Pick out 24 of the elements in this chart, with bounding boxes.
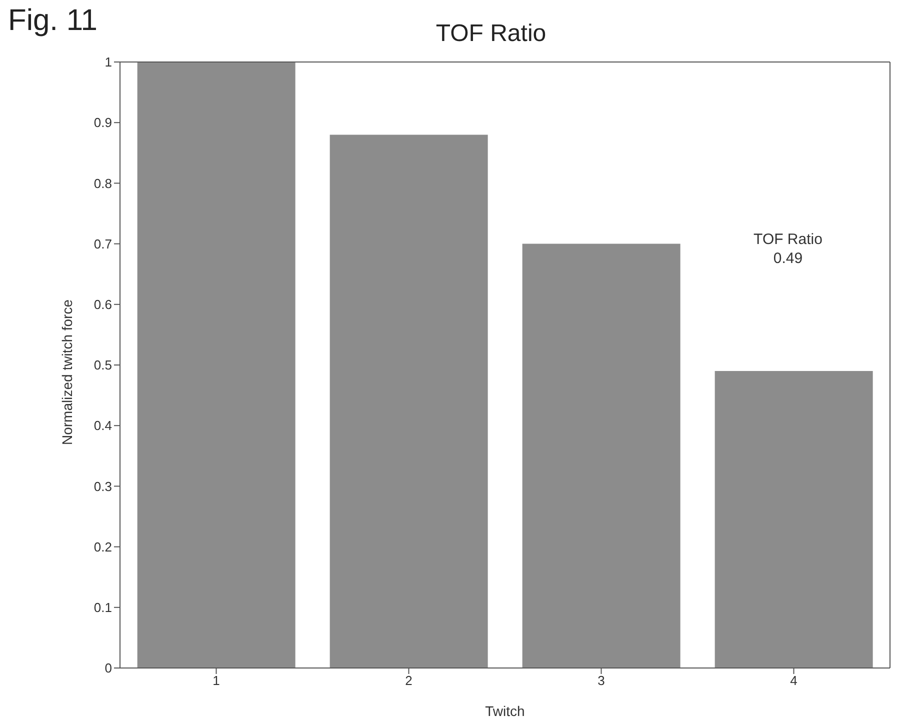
x-tick-label: 1 <box>212 673 220 688</box>
y-tick-label: 1 <box>104 54 112 70</box>
y-tick-label: 0.5 <box>94 358 112 373</box>
y-tick-label: 0 <box>104 660 112 676</box>
y-tick-label: 0.7 <box>94 236 112 252</box>
y-tick-label: 0.3 <box>94 478 112 494</box>
y-tick-label: 0.1 <box>94 600 112 616</box>
y-tick-label: 0.9 <box>94 115 112 130</box>
bar <box>137 62 296 668</box>
chart-title: TOF Ratio <box>436 20 546 47</box>
y-tick-label: 0.6 <box>94 297 112 312</box>
x-axis-title: Twitch <box>485 703 525 719</box>
annotation: TOF Ratio 0.49 <box>752 230 824 268</box>
caption: Fig. 11 <box>8 4 98 38</box>
bar <box>522 244 680 668</box>
y-tick-label: 0.2 <box>94 539 112 554</box>
y-axis-title: Normalized twitch force <box>58 299 75 445</box>
x-tick-label: 2 <box>405 673 412 688</box>
x-tick-label: 3 <box>598 673 605 688</box>
x-tick-label: 4 <box>790 673 798 688</box>
y-tick-label: 0.8 <box>94 176 112 191</box>
y-tick-label: 0.4 <box>94 418 112 434</box>
bar <box>714 371 873 668</box>
bar <box>330 134 488 668</box>
